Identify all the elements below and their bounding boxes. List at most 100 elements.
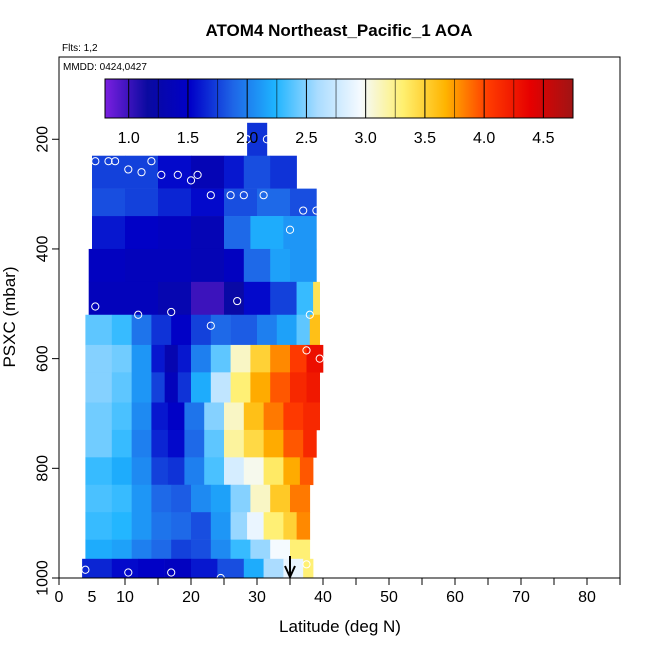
sample-point [233,296,242,306]
y-axis-tick-label: 600 [35,345,52,372]
heatmap-cell [230,484,251,513]
sample-point [167,307,176,317]
heatmap-cell [224,457,245,486]
heatmap-cell [92,155,126,189]
sample-point [186,176,196,185]
heatmap-cell [230,344,251,373]
heatmap-cell [290,372,307,403]
heatmap-cell [204,402,225,431]
heatmap-cell [250,344,271,373]
heatmap-cell [177,344,192,373]
sample-point [262,135,271,144]
heatmap-cell [270,155,297,189]
heatmap-cell [177,372,192,403]
heatmap-cell [164,372,179,403]
heatmap-cell [217,558,245,579]
heatmap-cell [191,372,212,403]
heatmap-cell [224,429,245,458]
x-axis-tick-label: 30 [248,589,266,606]
heatmap-cell [184,402,205,431]
heatmap-cell [151,344,165,373]
heatmap-cell [247,122,268,157]
sample-point [157,170,166,180]
heatmap-cell [296,314,311,346]
heatmap-cell [210,484,231,513]
colorbar-tick-label: 4.5 [532,130,554,147]
colorbar-ticks: 1.0 1.5 2.0 2.5 3.0 3.5 4.0 4.5 [118,79,555,147]
heatmap-cell [111,402,132,431]
heatmap-cell [151,429,169,458]
heatmap-cell [270,248,291,283]
heatmap-cell [309,314,320,346]
heatmap-cell [191,155,225,189]
colorbar: 1.0 1.5 2.0 2.5 3.0 3.5 4.0 4.5 [104,78,574,147]
x-axis-tick-label: 5 [88,589,97,606]
heatmap-cell [270,281,297,316]
heatmap-cell [151,512,172,540]
heatmap-cell [125,216,159,250]
heatmap-cell [131,512,152,540]
heatmap-cell [276,314,297,346]
x-axis-tick-label: 0 [55,589,64,606]
heatmap-cell [85,512,113,540]
heatmap-cell [131,429,152,458]
heatmap-cell [85,539,113,560]
heatmap-cell [230,372,251,403]
heatmap-cell [283,402,304,431]
heatmap-cell [151,539,172,560]
heatmap-cell [171,512,192,540]
sample-point [124,568,133,577]
heatmap-cell [204,429,225,458]
heatmap-cell [247,512,264,540]
heatmap-cell [151,314,172,346]
heatmap-cell [230,314,258,346]
heatmap-cell [167,429,185,458]
heatmap-cell [88,248,126,283]
heatmap-cell [131,372,152,403]
heatmap-cell [85,429,113,458]
heatmap-cell [210,314,231,346]
heatmap-cell [230,512,248,540]
sample-point [259,191,268,200]
y-axis-tick-label: 400 [35,236,52,263]
heatmap-cell [290,484,311,513]
heatmap-cell [250,539,271,560]
y-axis: 200 400 600 800 1000 [35,126,59,596]
x-axis-tick-label: 10 [116,589,134,606]
arrow-head [284,565,296,580]
heatmap-cell [290,248,317,283]
heatmap-cell [158,281,192,316]
heatmap-cells [82,122,324,579]
heatmap-cell [250,372,271,403]
heatmap-cell [243,281,271,316]
heatmap-cell [125,188,159,217]
sample-point [124,165,133,174]
colorbar-gradient [104,78,574,119]
heatmap-cell [270,344,291,373]
sample-point [167,568,176,577]
heatmap-cell [111,558,139,579]
x-axis-tick-label: 50 [380,589,398,606]
heatmap-cell [164,558,192,579]
heatmap-cell [92,188,126,217]
heatmap-cell [151,457,169,486]
heatmap-cell [263,512,284,540]
x-axis-tick-label: 60 [446,589,464,606]
heatmap-cell [270,539,291,560]
heatmap-cell [243,457,264,486]
heatmap-cell [243,558,264,579]
x-axis-tick-label: 80 [578,589,596,606]
heatmap-cell [171,314,192,346]
sample-point [91,302,100,311]
sample-point [111,157,120,166]
heatmap-cell [270,484,291,513]
heatmap-cell [290,344,307,373]
sample-point [173,170,182,180]
heatmap-cell [263,402,284,431]
colorbar-tick-label: 2.5 [295,130,317,147]
heatmap-cell [85,402,113,431]
sample-point [206,191,215,200]
heatmap-cell [184,429,205,458]
heatmap-cell [111,344,132,373]
sample-point [302,346,311,355]
